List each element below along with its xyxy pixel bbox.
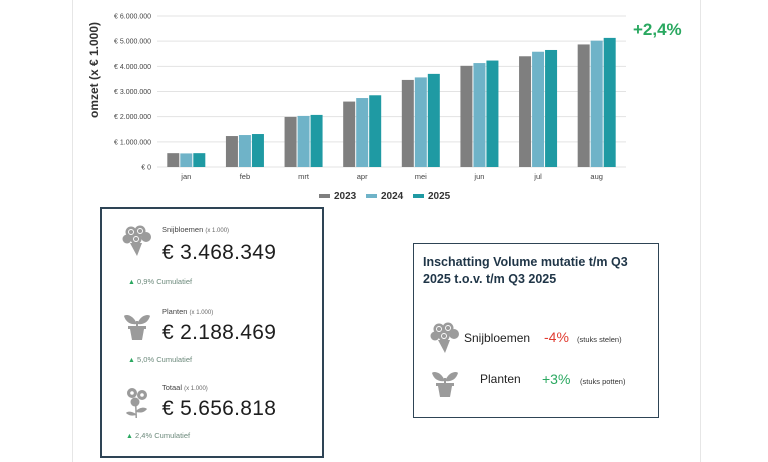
metric-change-label: Cumulatief (156, 277, 193, 286)
revenue-summary-panel: Snijbloemen (x 1.000) € 3.468.349 ▲ 0,9%… (100, 207, 324, 458)
bars (167, 37, 616, 168)
x-tick-label: aug (590, 172, 603, 181)
metric-name: Totaal (162, 383, 183, 392)
metric-cumulative: ▲ 0,9% Cumulatief (128, 277, 192, 286)
metric-unit: (x 1.000) (184, 386, 208, 392)
x-tick-labels: jan feb mrt apr mei jun jul aug (180, 172, 603, 181)
x-tick-label: jun (473, 172, 484, 181)
frame-line-right (700, 0, 701, 462)
bar-2025-mei (427, 73, 440, 167)
metric-label: Planten (x 1.000) (162, 307, 213, 316)
y-tick-label: € 5.000.000 (114, 39, 151, 46)
y-axis-label: omzet (x € 1.000) (87, 22, 101, 118)
bar-2024-feb (238, 135, 251, 167)
volume-row-name: Planten (480, 372, 521, 386)
volume-row-planten: Planten +3% (stuks potten) (428, 364, 658, 400)
metric-planten: Planten (x 1.000) € 2.188.469 ▲ 5,0% Cum… (102, 303, 322, 373)
bar-2024-mei (414, 77, 427, 167)
bar-2023-jan (167, 153, 180, 167)
volume-title-line-1: Inschatting Volume mutatie t/m Q3 (423, 255, 628, 269)
bar-2023-feb (225, 136, 238, 167)
bar-2024-jan (180, 153, 193, 167)
growth-percentage: +2,4% (633, 20, 682, 39)
metric-cumulative: ▲ 5,0% Cumulatief (128, 355, 192, 364)
volume-title-line-2: 2025 t.o.v. t/m Q3 2025 (423, 272, 557, 286)
y-tick-labels: € 0 € 1.000.000 € 2.000.000 € 3.000.000 € 4.… (114, 14, 151, 172)
metric-change-label: Cumulatief (156, 355, 193, 364)
volume-mutation-panel: Inschatting Volume mutatie t/m Q3 2025 t… (413, 243, 659, 418)
flowers-icon (126, 388, 147, 418)
volume-row-percentage: +3% (542, 371, 571, 387)
bar-2023-mrt (284, 116, 297, 167)
metric-change: 5,0% (137, 355, 155, 364)
x-tick-label: jan (180, 172, 191, 181)
x-tick-label: jul (533, 172, 542, 181)
bar-2025-aug (603, 37, 616, 167)
bar-2023-aug (577, 44, 590, 167)
volume-title: Inschatting Volume mutatie t/m Q3 2025 t… (423, 254, 653, 288)
metric-change: 2,4% (135, 431, 153, 440)
legend-swatch-2023 (319, 194, 330, 198)
metric-value: € 3.468.349 (162, 241, 277, 264)
legend-label-2025: 2025 (428, 191, 451, 202)
y-tick-label: € 6.000.000 (114, 14, 151, 21)
bar-2023-mei (401, 79, 414, 167)
potted-plant-icon (124, 314, 150, 340)
bar-2023-jun (460, 65, 473, 167)
legend: 2023 2024 2025 (319, 191, 451, 202)
volume-row-name: Snijbloemen (464, 331, 531, 345)
bar-2025-mrt (310, 114, 323, 167)
metric-value: € 2.188.469 (162, 321, 277, 344)
revenue-bar-chart: € 0 € 1.000.000 € 2.000.000 € 3.000.000 € 4.… (87, 14, 626, 202)
volume-row-percentage: -4% (544, 329, 569, 345)
bar-2025-feb (251, 134, 264, 167)
x-tick-label: apr (357, 172, 368, 181)
bar-2023-apr (343, 101, 356, 167)
legend-swatch-2025 (413, 194, 424, 198)
bar-2024-mrt (297, 115, 310, 167)
metric-cumulative: ▲ 2,4% Cumulatief (126, 431, 190, 440)
y-tick-label: € 1.000.000 (114, 139, 151, 146)
y-tick-label: € 3.000.000 (114, 89, 151, 96)
legend-label-2024: 2024 (381, 191, 404, 202)
bar-2025-jul (545, 49, 558, 167)
metric-unit: (x 1.000) (189, 310, 214, 316)
metric-name: Snijbloemen (162, 225, 204, 234)
metric-unit: (x 1.000) (205, 228, 230, 234)
bar-2023-jul (519, 56, 532, 168)
legend-swatch-2024 (366, 194, 377, 198)
frame-line-left (72, 0, 73, 462)
metric-change: 0,9% (137, 277, 155, 286)
x-tick-label: feb (240, 172, 250, 181)
metric-label: Totaal (x 1.000) (162, 383, 208, 392)
metric-change-label: Cumulatief (154, 431, 191, 440)
triangle-up-icon: ▲ (128, 279, 135, 286)
flower-bouquet-icon (122, 225, 151, 256)
triangle-up-icon: ▲ (126, 433, 133, 440)
volume-row-snijbloemen: Snijbloemen -4% (stuks stelen) (428, 320, 658, 356)
bar-2024-apr (356, 98, 369, 167)
x-tick-label: mrt (298, 172, 310, 181)
x-tick-label: mei (415, 172, 427, 181)
bar-2025-jun (486, 60, 499, 167)
legend-label-2023: 2023 (334, 191, 357, 202)
metric-label: Snijbloemen (x 1.000) (162, 225, 229, 234)
potted-plant-icon (432, 371, 458, 397)
y-tick-label: € 0 (141, 165, 151, 172)
bar-2025-jan (193, 153, 206, 167)
bar-2024-jun (473, 63, 486, 167)
bar-2024-jul (532, 51, 545, 168)
volume-row-unit: (stuks stelen) (577, 335, 622, 344)
bar-2025-apr (369, 95, 382, 167)
flower-bouquet-icon (430, 322, 459, 353)
triangle-up-icon: ▲ (128, 357, 135, 364)
metric-snijbloemen: Snijbloemen (x 1.000) € 3.468.349 ▲ 0,9%… (102, 221, 322, 291)
y-tick-label: € 2.000.000 (114, 114, 151, 121)
volume-row-unit: (stuks potten) (580, 377, 626, 386)
metric-value: € 5.656.818 (162, 397, 277, 420)
y-tick-label: € 4.000.000 (114, 64, 151, 71)
metric-totaal: Totaal (x 1.000) € 5.656.818 ▲ 2,4% Cumu… (102, 381, 322, 451)
metric-name: Planten (162, 307, 188, 316)
bar-2024-aug (590, 40, 603, 168)
